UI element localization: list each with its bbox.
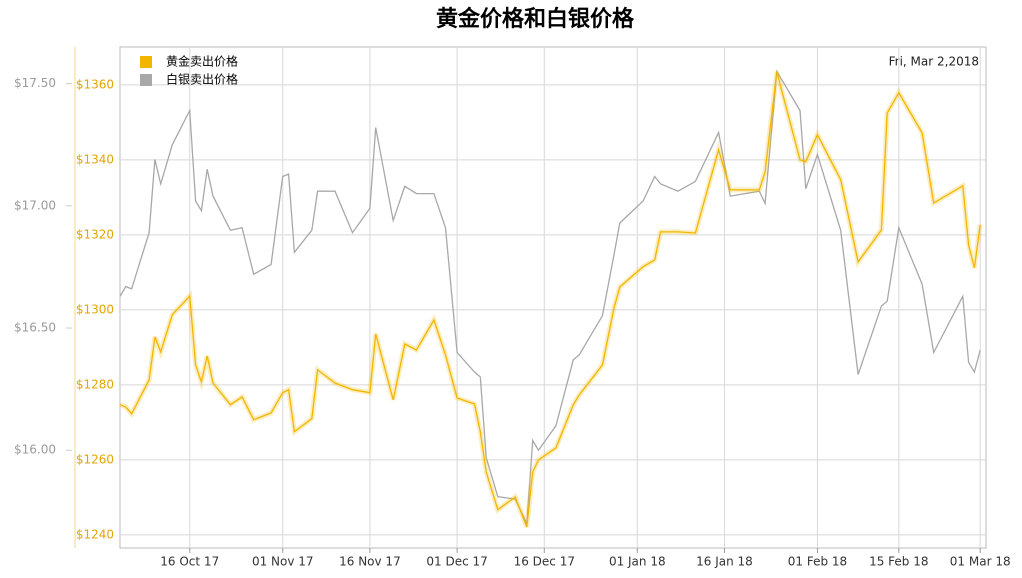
y-tick-label: $1340 <box>76 152 114 166</box>
x-tick-label: 01 Mar 18 <box>950 555 1011 569</box>
date-annotation: Fri, Mar 2,2018 <box>889 55 979 69</box>
y-tick-label: $1360 <box>76 77 114 91</box>
y2-tick-label: $17.00 <box>14 198 56 212</box>
y2-tick-label: $16.00 <box>14 443 56 457</box>
x-tick-label: 01 Jan 18 <box>609 555 666 569</box>
x-tick-label: 16 Jan 18 <box>696 555 753 569</box>
legend-swatch <box>140 74 152 86</box>
x-tick-label: 01 Feb 18 <box>788 555 847 569</box>
legend-label: 白银卖出价格 <box>166 72 238 87</box>
chart-title: 黄金价格和白银价格 <box>436 6 635 32</box>
series-line <box>119 71 981 528</box>
x-tick-label: 16 Nov 17 <box>339 555 401 569</box>
y2-tick-label: $16.50 <box>14 321 56 335</box>
y-tick-label: $1280 <box>76 377 114 391</box>
plot-frame <box>119 46 987 549</box>
y-tick-label: $1240 <box>76 527 114 541</box>
x-tick-label: 01 Dec 17 <box>426 555 487 569</box>
x-tick-label: 16 Dec 17 <box>514 555 575 569</box>
x-tick-label: 15 Feb 18 <box>869 555 928 569</box>
series-line <box>119 69 981 527</box>
legend-label: 黄金卖出价格 <box>166 54 238 69</box>
legend-swatch <box>140 56 152 68</box>
line-glow <box>119 71 983 528</box>
y-tick-label: $1300 <box>76 302 114 316</box>
y-tick-label: $1320 <box>76 227 114 241</box>
y2-tick-label: $17.50 <box>14 76 56 90</box>
x-tick-label: 01 Nov 17 <box>252 555 314 569</box>
x-tick-label: 16 Oct 17 <box>160 555 219 569</box>
y-tick-label: $1260 <box>76 452 114 466</box>
